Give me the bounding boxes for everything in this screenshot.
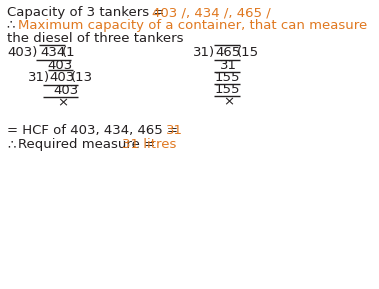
Text: ∴: ∴	[7, 19, 20, 32]
Text: 31): 31)	[28, 71, 50, 84]
Text: Maximum capacity of a container, that can measure: Maximum capacity of a container, that ca…	[18, 19, 367, 32]
Text: 403: 403	[53, 84, 78, 97]
Text: 31: 31	[166, 124, 183, 137]
Text: 155: 155	[215, 71, 241, 84]
Text: Capacity of 3 tankers =: Capacity of 3 tankers =	[7, 6, 169, 19]
Text: 434: 434	[40, 46, 65, 59]
Text: ×: ×	[223, 95, 234, 108]
Text: 31: 31	[220, 59, 237, 72]
Text: 31 litres: 31 litres	[122, 138, 176, 151]
Text: 465: 465	[215, 46, 240, 59]
Text: (15: (15	[237, 46, 259, 59]
Text: 31): 31)	[193, 46, 215, 59]
Text: 403): 403)	[7, 46, 38, 59]
Text: (1: (1	[62, 46, 76, 59]
Text: 403: 403	[47, 59, 72, 72]
Text: (13: (13	[71, 71, 93, 84]
Text: = HCF of 403, 434, 465 =: = HCF of 403, 434, 465 =	[7, 124, 182, 137]
Text: 403 /, 434 /, 465 /: 403 /, 434 /, 465 /	[152, 6, 271, 19]
Text: ×: ×	[57, 96, 68, 109]
Text: ∴: ∴	[7, 138, 16, 151]
Text: Required measure =: Required measure =	[18, 138, 160, 151]
Text: the diesel of three tankers: the diesel of three tankers	[7, 32, 183, 45]
Text: 403: 403	[49, 71, 74, 84]
Text: 155: 155	[215, 83, 241, 96]
